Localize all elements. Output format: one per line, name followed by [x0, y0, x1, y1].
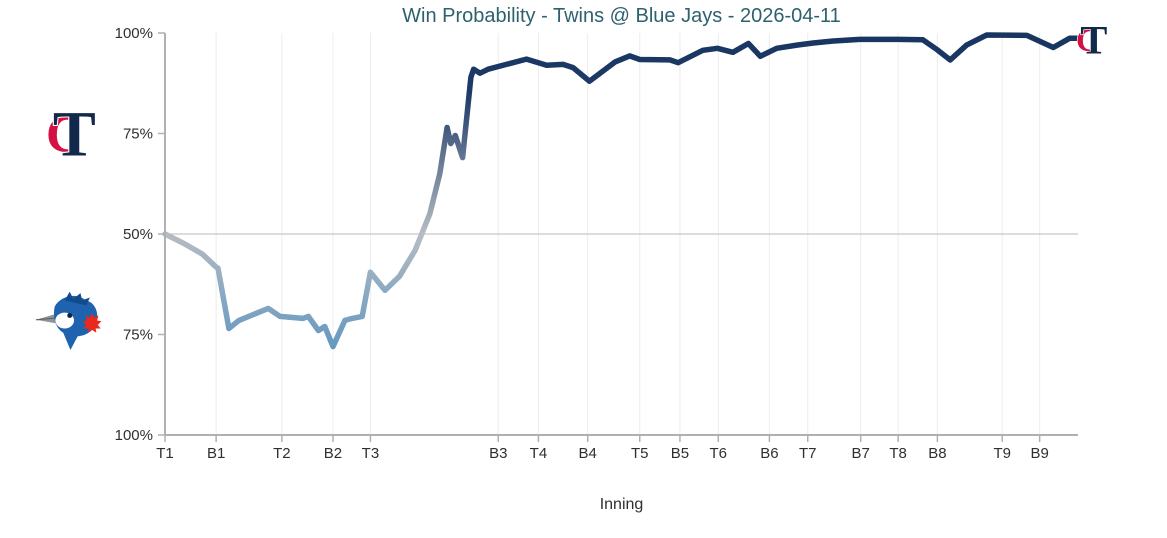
x-tick-label-B2: B2: [324, 445, 342, 462]
x-tick-label-T6: T6: [710, 445, 728, 462]
x-tick-label-B9: B9: [1030, 445, 1048, 462]
x-tick-label-B7: B7: [852, 445, 870, 462]
x-tick-label-B6: B6: [760, 445, 778, 462]
x-axis-label: Inning: [599, 496, 644, 513]
y-tick-label: 50%: [123, 226, 153, 243]
y-tick-label: 75%: [123, 327, 153, 344]
wp-line-path: [162, 32, 1081, 350]
twins-logo-icon: [44, 97, 97, 171]
x-tick-label-B1: B1: [207, 445, 225, 462]
x-tick-label-T7: T7: [799, 445, 817, 462]
tick-labels: 100%75%50%75%100%T1 B1 T2 B2 T3 B3 T4 B4 T5 B5 T6 B…: [115, 25, 1049, 462]
x-tick-label-B3: B3: [489, 445, 507, 462]
y-tick-label: 100%: [115, 427, 153, 444]
x-tick-label-B8: B8: [928, 445, 946, 462]
y-tick-label: 100%: [115, 25, 153, 42]
y-tick-label: 75%: [123, 126, 153, 143]
x-tick-label-B4: B4: [579, 445, 597, 462]
x-tick-label-T9: T9: [993, 445, 1011, 462]
x-tick-label-T3: T3: [362, 445, 380, 462]
x-tick-label-T2: T2: [273, 445, 291, 462]
blue-jays-logo-icon: [35, 291, 102, 351]
x-tick-label-B5: B5: [671, 445, 689, 462]
chart-title: Win Probability - Twins @ Blue Jays - 20…: [402, 5, 841, 27]
axes: [158, 32, 1078, 442]
x-tick-label-T5: T5: [631, 445, 649, 462]
win-probability-line: [162, 32, 1081, 350]
x-tick-label-T4: T4: [530, 445, 548, 462]
twins-winner-logo-icon: [1075, 17, 1109, 64]
x-tick-label-T8: T8: [889, 445, 907, 462]
x-tick-label-T1: T1: [156, 445, 174, 462]
